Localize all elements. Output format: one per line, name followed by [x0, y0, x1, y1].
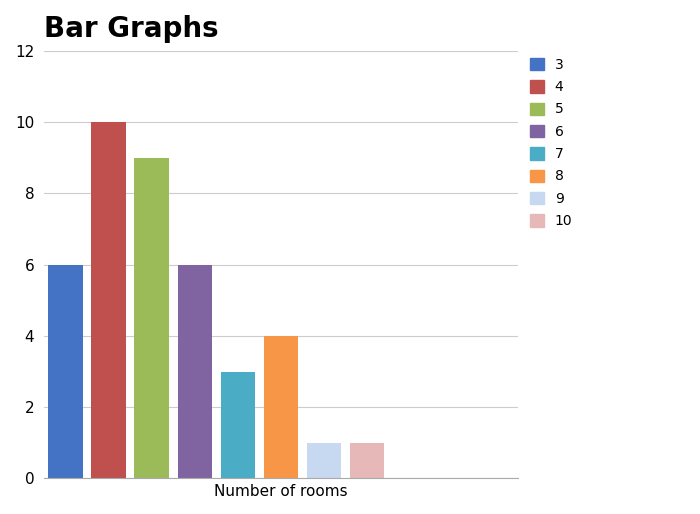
- Bar: [92, 122, 126, 479]
- Bar: [307, 443, 342, 479]
- Bar: [134, 158, 169, 479]
- Bar: [350, 443, 384, 479]
- Bar: [220, 372, 255, 479]
- Bar: [178, 265, 212, 479]
- Legend: 3, 4, 5, 6, 7, 8, 9, 10: 3, 4, 5, 6, 7, 8, 9, 10: [530, 58, 573, 228]
- Bar: [48, 265, 83, 479]
- Text: Bar Graphs: Bar Graphs: [44, 15, 218, 43]
- Bar: [264, 336, 298, 479]
- X-axis label: Number of rooms: Number of rooms: [214, 484, 348, 499]
